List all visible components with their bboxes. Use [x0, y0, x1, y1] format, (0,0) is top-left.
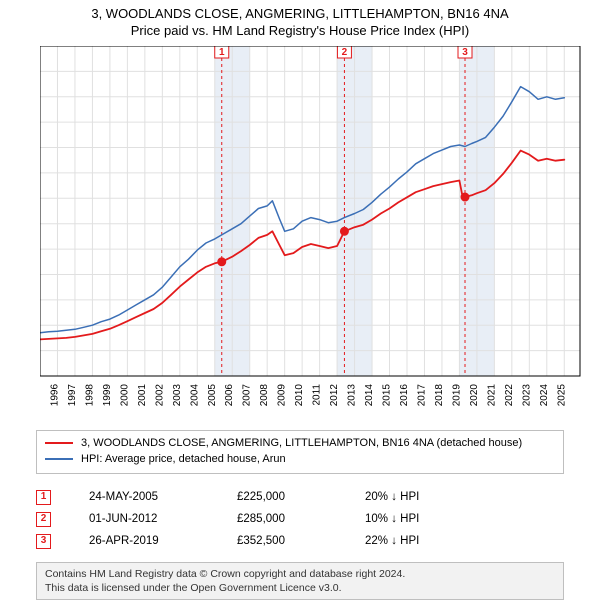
legend-label: 3, WOODLANDS CLOSE, ANGMERING, LITTLEHAM…: [81, 435, 522, 451]
x-tick-label: 2005: [207, 384, 218, 407]
chart-area: £0£50K£100K£150K£200K£250K£300K£350K£400…: [40, 46, 600, 416]
sale-point-marker: [340, 227, 348, 235]
x-tick-label: 2009: [277, 384, 288, 407]
x-tick-label: 2017: [416, 384, 427, 407]
event-marker-num: 3: [462, 47, 468, 58]
event-marker-num: 1: [219, 47, 225, 58]
legend-row: HPI: Average price, detached house, Arun: [45, 451, 555, 467]
event-marker-num: 2: [342, 47, 348, 58]
sale-diff: 22% ↓ HPI: [365, 530, 465, 552]
sale-diff: 10% ↓ HPI: [365, 508, 465, 530]
x-tick-label: 2012: [329, 384, 340, 407]
plot-border: [40, 46, 580, 376]
x-tick-label: 2022: [504, 384, 515, 407]
attribution-line1: Contains HM Land Registry data © Crown c…: [45, 567, 555, 581]
x-tick-label: 2025: [556, 384, 567, 407]
legend-row: 3, WOODLANDS CLOSE, ANGMERING, LITTLEHAM…: [45, 435, 555, 451]
attribution-box: Contains HM Land Registry data © Crown c…: [36, 562, 564, 600]
x-tick-label: 1999: [102, 384, 113, 407]
x-tick-label: 2015: [382, 384, 393, 407]
x-tick-label: 2007: [242, 384, 253, 407]
x-tick-label: 1995: [40, 384, 43, 407]
sale-price: £225,000: [237, 486, 327, 508]
title-sub: Price paid vs. HM Land Registry's House …: [0, 23, 600, 38]
x-tick-label: 2014: [364, 384, 375, 407]
x-tick-label: 2006: [224, 384, 235, 407]
sale-date: 26-APR-2019: [89, 530, 199, 552]
x-tick-label: 2020: [469, 384, 480, 407]
x-tick-label: 2021: [486, 384, 497, 407]
x-tick-label: 1997: [67, 384, 78, 407]
sale-diff: 20% ↓ HPI: [365, 486, 465, 508]
chart-titles: 3, WOODLANDS CLOSE, ANGMERING, LITTLEHAM…: [0, 0, 600, 38]
x-tick-label: 2011: [312, 384, 323, 406]
x-tick-label: 2004: [189, 384, 200, 407]
x-tick-label: 2016: [399, 384, 410, 407]
legend-label: HPI: Average price, detached house, Arun: [81, 451, 286, 467]
x-tick-label: 1998: [84, 384, 95, 407]
legend-swatch: [45, 442, 73, 444]
x-tick-label: 2023: [521, 384, 532, 407]
x-tick-label: 2024: [539, 384, 550, 407]
x-tick-label: 2010: [294, 384, 305, 407]
x-tick-label: 2001: [137, 384, 148, 407]
sale-date: 01-JUN-2012: [89, 508, 199, 530]
sale-row: 3 26-APR-2019 £352,500 22% ↓ HPI: [36, 530, 564, 552]
attribution-line2: This data is licensed under the Open Gov…: [45, 581, 555, 595]
sale-price: £352,500: [237, 530, 327, 552]
chart-svg: £0£50K£100K£150K£200K£250K£300K£350K£400…: [40, 46, 600, 416]
sale-price: £285,000: [237, 508, 327, 530]
legend-box: 3, WOODLANDS CLOSE, ANGMERING, LITTLEHAM…: [36, 430, 564, 474]
sale-point-marker: [218, 258, 226, 266]
sale-marker-box: 3: [36, 534, 51, 549]
x-tick-label: 2003: [172, 384, 183, 407]
title-main: 3, WOODLANDS CLOSE, ANGMERING, LITTLEHAM…: [0, 6, 600, 21]
x-tick-label: 2000: [119, 384, 130, 407]
sale-point-marker: [461, 193, 469, 201]
x-tick-label: 2018: [434, 384, 445, 407]
sale-marker-box: 1: [36, 490, 51, 505]
sale-date: 24-MAY-2005: [89, 486, 199, 508]
x-tick-label: 2008: [259, 384, 270, 407]
sale-row: 2 01-JUN-2012 £285,000 10% ↓ HPI: [36, 508, 564, 530]
x-tick-label: 2013: [347, 384, 358, 407]
x-tick-label: 2002: [154, 384, 165, 407]
sale-row: 1 24-MAY-2005 £225,000 20% ↓ HPI: [36, 486, 564, 508]
x-tick-label: 1996: [49, 384, 60, 407]
sales-table: 1 24-MAY-2005 £225,000 20% ↓ HPI 2 01-JUN-201…: [36, 486, 564, 552]
page-root: 3, WOODLANDS CLOSE, ANGMERING, LITTLEHAM…: [0, 0, 600, 590]
legend-swatch: [45, 458, 73, 460]
x-tick-label: 2019: [451, 384, 462, 407]
sale-marker-box: 2: [36, 512, 51, 527]
